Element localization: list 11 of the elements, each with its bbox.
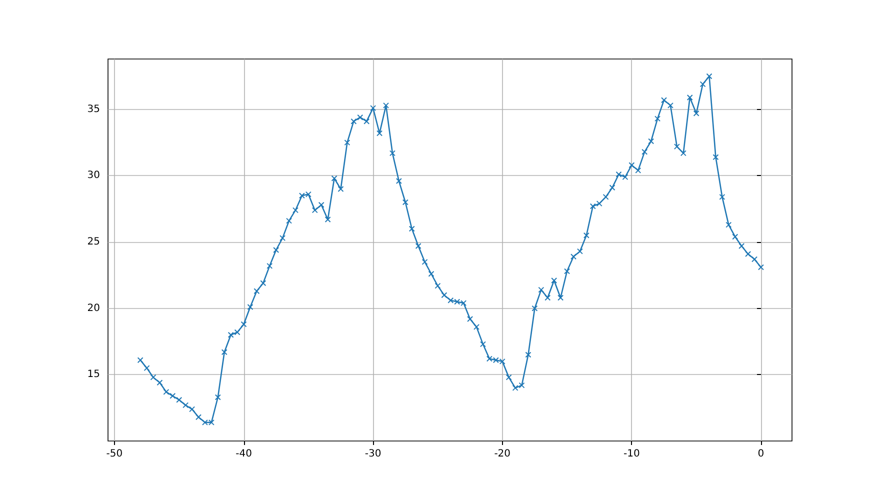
y-tick-label: 25: [87, 236, 100, 248]
y-tick-label: 15: [87, 369, 100, 380]
x-tick-label: -40: [236, 448, 252, 460]
x-tick-label: -10: [623, 448, 640, 460]
x-tick-label: 0: [758, 448, 764, 460]
y-tick-label: 30: [87, 170, 100, 182]
y-tick-label: 35: [87, 104, 100, 115]
x-tick-label: -30: [364, 448, 382, 460]
x-tick-label: -20: [494, 448, 511, 460]
y-tick-label: 20: [87, 302, 100, 314]
x-tick-label: -50: [106, 448, 123, 460]
